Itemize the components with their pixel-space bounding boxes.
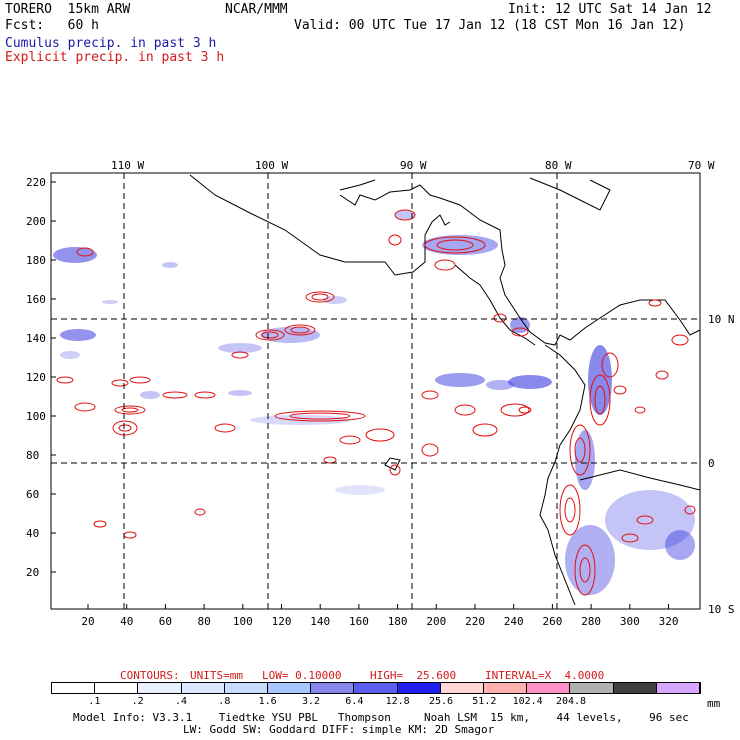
cumulus-shading (53, 210, 695, 595)
y-tick-label: 80 (26, 449, 40, 462)
y-tick-label: 140 (26, 332, 46, 345)
x-tick-label: 160 (349, 615, 369, 628)
model-title: TORERO 15km ARW (5, 2, 131, 17)
lat-label-10n: 10 N (708, 313, 735, 326)
org-label: NCAR/MMM (225, 2, 288, 17)
y-tick-label: 20 (26, 566, 40, 579)
field-explicit-label: Explicit precip. in past 3 h (5, 50, 225, 65)
colorbar-swatch (440, 683, 485, 693)
plot-frame (50, 172, 701, 610)
colorbar-unit: mm (707, 697, 721, 710)
colorbar-swatch (268, 683, 312, 693)
colorbar-swatch (656, 683, 701, 693)
lat-label-0: 0 (708, 457, 715, 470)
colorbar-swatch (95, 683, 139, 693)
lon-label-90w: 90 W (400, 159, 427, 172)
colorbar-swatch (224, 683, 269, 693)
model-info: Model Info: V3.3.1 Tiedtke YSU PBL Thomp… (73, 711, 689, 724)
colorbar-swatch (527, 683, 571, 693)
colorbar-label: .2 (131, 696, 144, 707)
x-tick-label: 200 (426, 615, 447, 628)
x-tick-label: 40 (120, 615, 134, 628)
colorbar-label: 12.8 (385, 696, 410, 707)
x-tick-label: 180 (387, 615, 408, 628)
valid-time: Valid: 00 UTC Tue 17 Jan 12 (18 CST Mon … (294, 18, 686, 33)
colorbar-swatch (397, 683, 441, 693)
y-tick-label: 100 (26, 410, 46, 423)
x-tick-label: 80 (197, 615, 211, 628)
y-tick-label: 180 (26, 254, 46, 267)
explicit-contours (56, 209, 696, 596)
x-tick-label: 140 (310, 615, 331, 628)
colorbar-label: 51.2 (472, 696, 497, 707)
colorbar-label: 6.4 (345, 696, 364, 707)
y-tick-label: 220 (26, 176, 46, 189)
x-tick-label: 260 (542, 615, 563, 628)
colorbar-label: .4 (174, 696, 188, 707)
x-tick-label: 280 (581, 615, 602, 628)
field-cumulus-label: Cumulus precip. in past 3 h (5, 36, 217, 51)
y-tick-label: 40 (26, 527, 40, 540)
lon-label-80w: 80 W (545, 159, 572, 172)
colorbar-swatch (613, 683, 657, 693)
colorbar-label: 25.6 (428, 696, 454, 707)
colorbar-swatch (52, 683, 96, 693)
y-tick-label: 160 (26, 293, 46, 306)
x-tick-label: 100 (232, 615, 253, 628)
colorbar-swatch (138, 683, 182, 693)
init-time: Init: 12 UTC Sat 14 Jan 12 (508, 2, 712, 17)
lon-label-100w: 100 W (255, 159, 289, 172)
colorbar-swatch (570, 683, 614, 693)
x-tick-label: 60 (158, 615, 173, 628)
colorbar-label: .8 (218, 696, 231, 707)
model-physics: LW: Godd SW: Goddard DIFF: simple KM: 2D… (183, 723, 495, 736)
y-tick-label: 120 (26, 371, 46, 384)
colorbar-swatch (484, 683, 528, 693)
lat-label-10s: 10 S (708, 603, 735, 616)
x-tick-label: 20 (81, 615, 95, 628)
colorbar-swatch (181, 683, 225, 693)
lon-label-70w: 70 W (688, 159, 715, 172)
x-tick-label: 320 (658, 615, 679, 628)
x-tick-label: 240 (503, 615, 524, 628)
contours-low: LOW= 0.10000 (262, 669, 342, 682)
y-tick-label: 200 (26, 215, 46, 228)
x-tick-label: 220 (465, 615, 485, 628)
x-tick-label: 120 (271, 615, 292, 628)
colorbar-swatch (354, 683, 398, 693)
x-tick-label: 300 (619, 615, 640, 628)
colorbar-swatch (311, 683, 355, 693)
lon-label-110w: 110 W (111, 159, 145, 172)
contours-units: UNITS=mm (190, 669, 243, 682)
colorbar-label: 102.4 (512, 696, 543, 707)
contours-interval: INTERVAL=X 4.0000 (485, 669, 605, 682)
y-tick-label: 60 (26, 488, 40, 501)
colorbar (51, 682, 701, 694)
colorbar-label: 1.6 (258, 696, 277, 707)
contours-high: HIGH= 25.600 (370, 669, 457, 682)
axis-ticks (51, 181, 669, 609)
contours-label: CONTOURS: (120, 669, 180, 682)
forecast-hour: Fcst: 60 h (5, 18, 99, 33)
colorbar-label: .1 (88, 696, 101, 707)
colorbar-label: 204.8 (555, 696, 587, 707)
coastline (189, 174, 701, 606)
graticule (51, 173, 700, 609)
colorbar-label: 3.2 (301, 696, 321, 707)
